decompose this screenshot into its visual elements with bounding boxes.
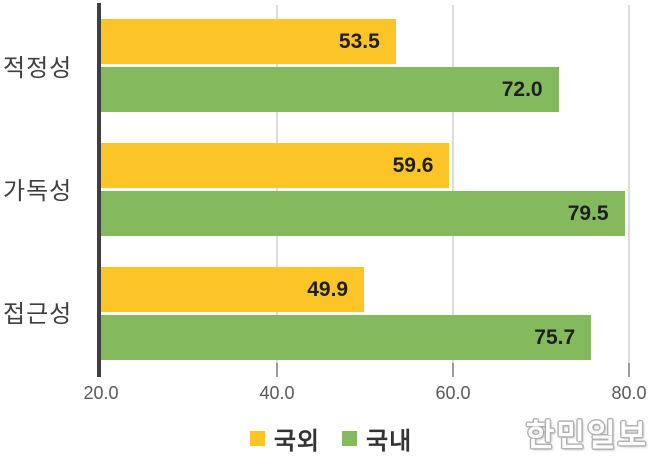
axis-tick-80 xyxy=(628,363,630,377)
x-tick-label-40: 40.0 xyxy=(259,383,295,403)
legend: 국외 국내 xyxy=(101,421,561,456)
x-tick-label-60: 60.0 xyxy=(435,383,471,403)
x-tick-label-20: 20.0 xyxy=(83,383,119,403)
legend-item-overseas: 국외 xyxy=(249,421,320,456)
axis-tick-60 xyxy=(452,363,454,377)
bar-overseas-row2: 59.6 xyxy=(101,143,450,188)
category-label-2: 가독성 xyxy=(3,177,73,205)
legend-swatch-overseas-icon xyxy=(249,431,265,446)
legend-swatch-domestic-icon xyxy=(342,431,357,446)
category-cell: 적정성 xyxy=(0,19,97,111)
bar-group-1: 53.5 72.0 xyxy=(101,19,629,112)
category-label-3: 접근성 xyxy=(3,300,73,328)
x-tick-label-80: 80.0 xyxy=(611,383,647,403)
legend-label-domestic: 국내 xyxy=(366,428,413,455)
bar-value: 53.5 xyxy=(338,29,380,53)
watermark: 한민일보 xyxy=(525,418,648,453)
bar-value: 59.6 xyxy=(392,153,434,177)
category-cell: 접근성 xyxy=(0,265,97,357)
bar-group-2: 59.6 79.5 xyxy=(101,143,629,236)
y-axis-line xyxy=(97,3,101,377)
bar-domestic-row1: 72.0 xyxy=(101,67,559,112)
gridline-60 xyxy=(452,5,454,363)
legend-item-domestic: 국내 xyxy=(342,421,412,456)
bar-value: 75.7 xyxy=(534,325,576,349)
bar-value: 49.9 xyxy=(307,277,349,301)
category-cell: 가독성 xyxy=(0,142,97,234)
bar-group-3: 49.9 75.7 xyxy=(101,267,629,360)
bar-rows: 53.5 72.0 59.6 79.5 49.9 75.7 xyxy=(101,5,629,363)
gridline-80 xyxy=(628,5,630,363)
category-label-1: 적정성 xyxy=(3,54,73,82)
plot-area: 53.5 72.0 59.6 79.5 49.9 75.7 xyxy=(97,3,630,377)
bar-domestic-row2: 79.5 xyxy=(101,191,625,236)
legend-label-overseas: 국외 xyxy=(273,428,320,455)
bar-value: 79.5 xyxy=(567,201,609,225)
bar-overseas-row1: 53.5 xyxy=(101,19,396,64)
axis-tick-40 xyxy=(275,363,278,377)
bar-overseas-row3: 49.9 xyxy=(101,267,365,312)
bar-value: 72.0 xyxy=(501,77,543,101)
bar-domestic-row3: 75.7 xyxy=(101,315,592,360)
x-axis-labels: 20.0 40.0 60.0 80.0 xyxy=(83,383,646,405)
category-axis: 적정성 가독성 접근성 xyxy=(0,5,97,363)
